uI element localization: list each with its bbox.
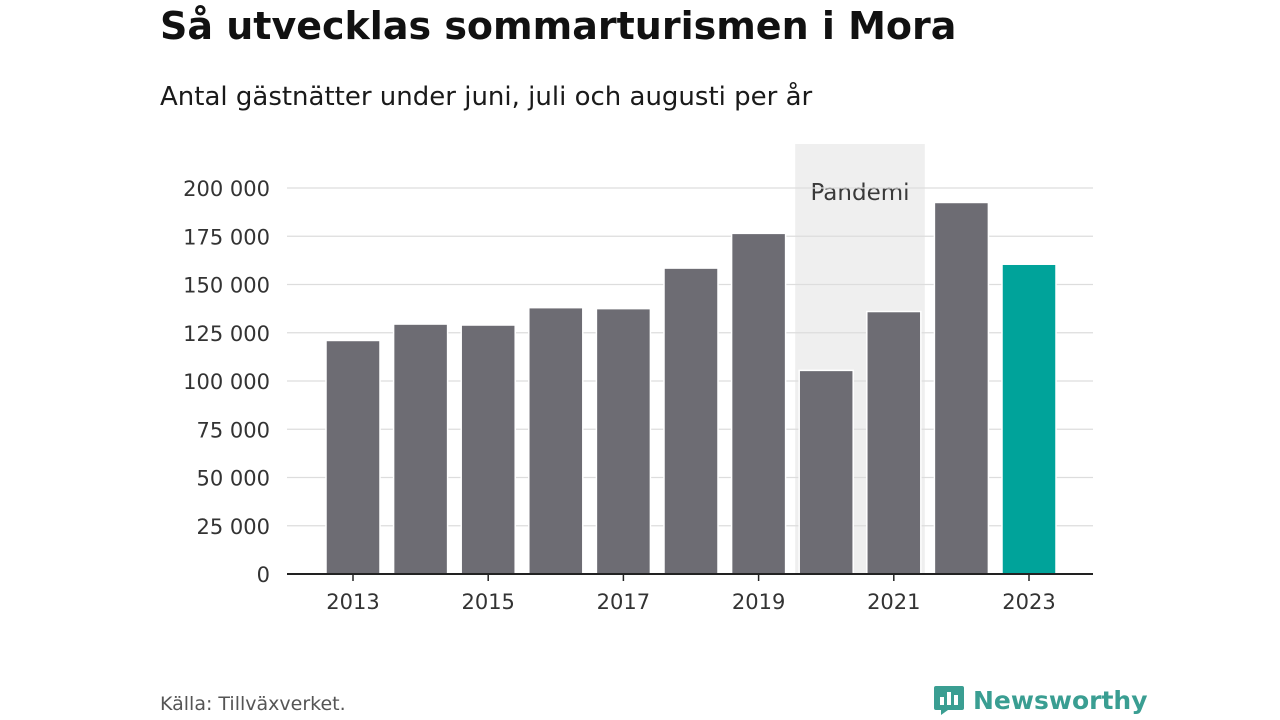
pandemic-label: Pandemi bbox=[810, 180, 909, 206]
bar-2022 bbox=[933, 201, 990, 575]
bar-2017 bbox=[595, 307, 652, 575]
y-tick-label: 150 000 bbox=[183, 274, 270, 298]
source-note: Källa: Tillväxverket. bbox=[160, 693, 346, 715]
bar-2021 bbox=[866, 310, 922, 575]
bar-2018 bbox=[663, 267, 719, 575]
x-tick-label: 2013 bbox=[326, 590, 379, 614]
y-tick-label: 200 000 bbox=[183, 177, 270, 201]
bar-2013 bbox=[325, 339, 381, 575]
x-tick-label: 2017 bbox=[597, 590, 650, 614]
newsworthy-logo-icon bbox=[934, 686, 964, 715]
y-tick-label: 25 000 bbox=[197, 515, 270, 539]
x-tick-label: 2019 bbox=[732, 590, 785, 614]
brand-name: Newsworthy bbox=[973, 685, 1148, 715]
x-tick-label: 2015 bbox=[461, 590, 514, 614]
bar-2015 bbox=[460, 324, 516, 575]
y-tick-label: 0 bbox=[257, 563, 270, 587]
chart-title: Så utvecklas sommarturismen i Mora bbox=[160, 4, 957, 48]
x-tick-label: 2021 bbox=[867, 590, 920, 614]
bar-2020 bbox=[798, 369, 854, 575]
y-tick-label: 100 000 bbox=[183, 370, 270, 394]
y-tick-label: 75 000 bbox=[197, 418, 270, 442]
bar-2016 bbox=[528, 306, 584, 575]
x-tick-label: 2023 bbox=[1002, 590, 1055, 614]
y-tick-label: 50 000 bbox=[197, 467, 270, 491]
bar-2019 bbox=[730, 232, 787, 575]
bar-chart: Pandemi 0 25 000 50 000 75 000 100 000 125 00… bbox=[183, 144, 1093, 614]
bar-2023 bbox=[1001, 263, 1057, 575]
y-tick-label: 125 000 bbox=[183, 322, 270, 346]
bar-2014 bbox=[392, 323, 449, 575]
chart-subtitle: Antal gästnätter under juni, juli och au… bbox=[160, 82, 813, 112]
brand-logo: Newsworthy bbox=[933, 683, 1148, 717]
y-tick-label: 175 000 bbox=[183, 225, 270, 249]
